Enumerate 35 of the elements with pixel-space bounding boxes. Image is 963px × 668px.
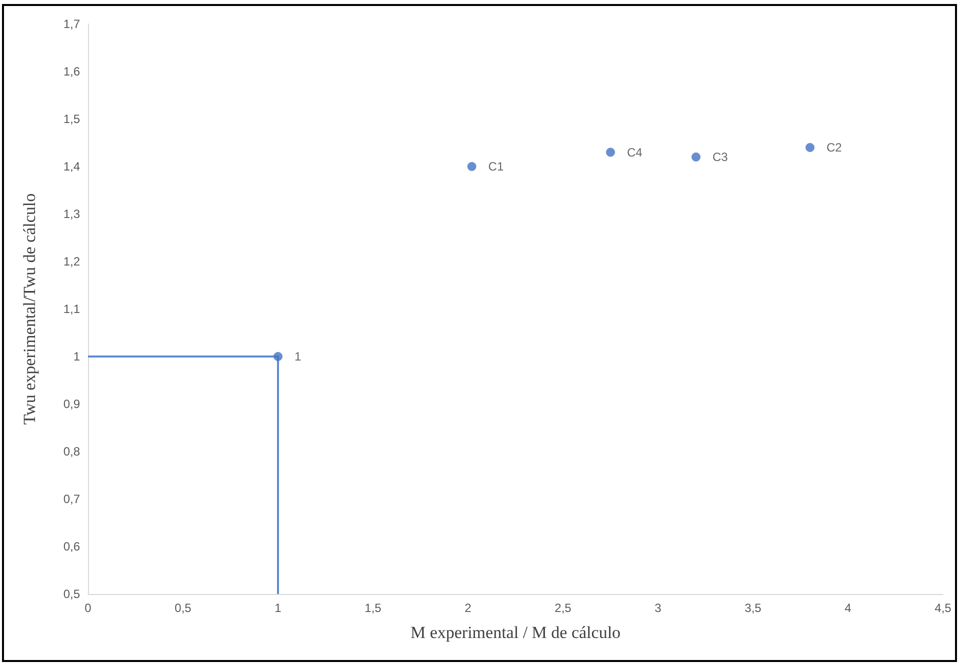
x-tick-label: 1: [274, 601, 282, 615]
x-tick-label: 0: [84, 601, 92, 615]
y-tick-label: 1,5: [63, 112, 80, 126]
y-tick-label: 0,5: [63, 587, 80, 601]
x-tick-label: 3,5: [744, 601, 762, 615]
y-axis-title: Twu experimental/Twu de cálculo: [20, 193, 39, 425]
x-tick-label: 2: [464, 601, 472, 615]
x-tick-label: 2,5: [554, 601, 572, 615]
data-label: 1: [294, 350, 302, 364]
y-tick-label: 1,7: [63, 17, 80, 31]
y-tick-label: 1,2: [63, 254, 80, 268]
x-tick-label: 3: [654, 601, 662, 615]
y-tick-label: 0,6: [63, 540, 80, 554]
data-label: C4: [627, 145, 643, 160]
point: [806, 143, 814, 152]
point: [692, 152, 700, 162]
data-label: C2: [826, 140, 842, 154]
x-tick-label: 4: [844, 601, 852, 615]
data-label: C1: [488, 160, 504, 174]
y-tick-label: 0,8: [63, 444, 80, 458]
y-tick-label: 1: [73, 350, 80, 364]
point: [274, 352, 282, 361]
point: [467, 162, 476, 171]
y-tick-label: 1,4: [63, 160, 80, 174]
y-tick-label: 1,6: [63, 64, 80, 78]
x-tick-label: 1,5: [364, 601, 382, 615]
y-tick-label: 1,3: [63, 207, 80, 221]
data-label: C3: [712, 150, 728, 164]
y-tick-label: 1,1: [63, 302, 80, 316]
x-tick-label: 0,5: [174, 601, 192, 615]
y-tick-label: 0,9: [63, 397, 80, 411]
x-tick-label: 4,5: [934, 601, 952, 615]
x-axis-title: M experimental / M de cálculo: [410, 623, 621, 642]
point: [606, 148, 615, 157]
y-tick-label: 0,7: [63, 492, 80, 506]
